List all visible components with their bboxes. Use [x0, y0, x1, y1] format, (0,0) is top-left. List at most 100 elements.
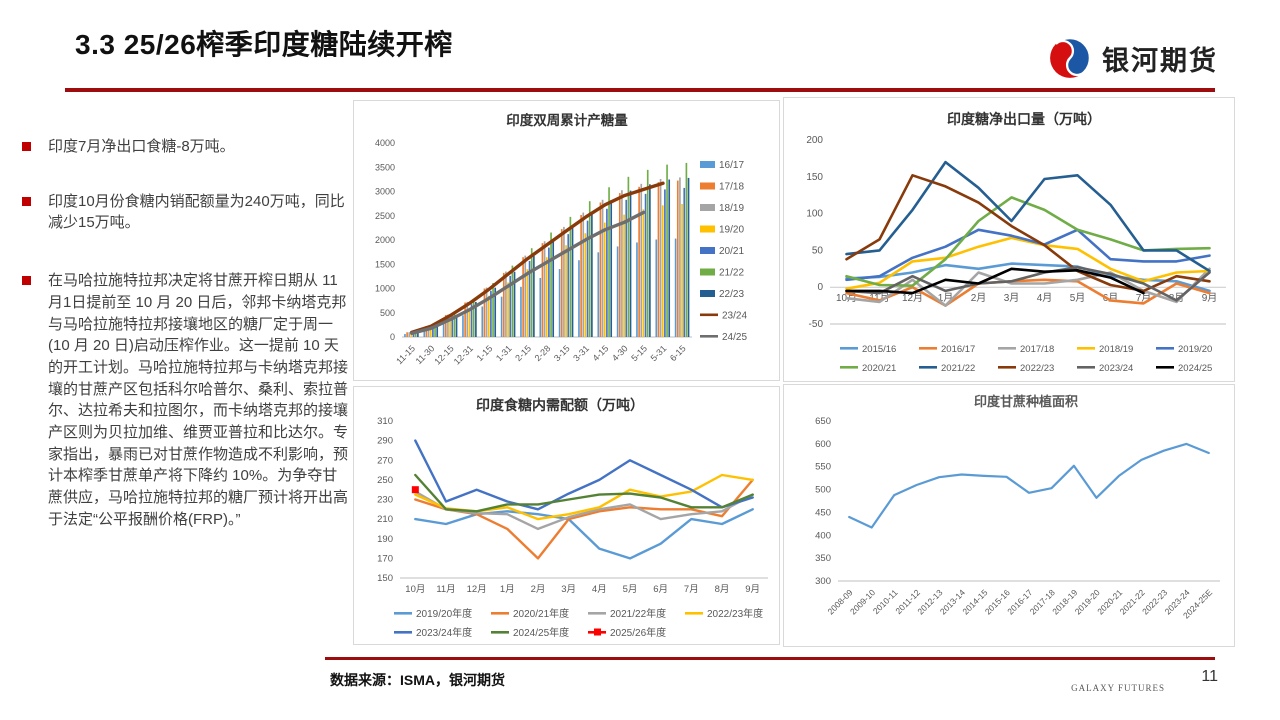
logo-text: 银河期货: [1102, 45, 1218, 76]
svg-text:550: 550: [815, 462, 831, 473]
svg-text:5-31: 5-31: [649, 343, 669, 363]
bullet-item: 印度7月净出口食糖-8万吨。: [20, 136, 348, 158]
bullet-item: 印度10月份食糖内销配额量为240万吨，同比减少15万吨。: [20, 191, 348, 234]
svg-text:12-15: 12-15: [432, 343, 455, 366]
svg-text:400: 400: [815, 530, 831, 541]
svg-text:7月: 7月: [684, 584, 699, 595]
svg-text:4月: 4月: [1037, 292, 1053, 304]
svg-text:19/20: 19/20: [719, 225, 744, 236]
svg-text:2018/19: 2018/19: [1099, 344, 1133, 355]
svg-text:190: 190: [377, 534, 393, 545]
svg-text:2-15: 2-15: [513, 343, 533, 363]
svg-text:印度糖净出口量（万吨）: 印度糖净出口量（万吨）: [947, 111, 1101, 127]
svg-text:1500: 1500: [375, 259, 395, 269]
svg-text:3-15: 3-15: [552, 343, 572, 363]
svg-text:16/17: 16/17: [719, 160, 744, 171]
svg-text:2000: 2000: [375, 235, 395, 245]
svg-text:2021/22: 2021/22: [941, 363, 975, 374]
svg-text:1-15: 1-15: [475, 343, 495, 363]
svg-text:21/22: 21/22: [719, 268, 744, 279]
svg-text:4月: 4月: [592, 584, 607, 595]
svg-text:4-30: 4-30: [610, 343, 630, 363]
svg-text:250: 250: [377, 475, 393, 486]
svg-text:9月: 9月: [1202, 292, 1218, 304]
svg-text:500: 500: [815, 485, 831, 496]
svg-text:11-15: 11-15: [394, 343, 417, 366]
svg-text:5月: 5月: [1070, 292, 1086, 304]
svg-text:22/23: 22/23: [719, 289, 744, 300]
svg-text:12-31: 12-31: [452, 343, 475, 366]
svg-text:2019/20年度: 2019/20年度: [416, 607, 472, 620]
svg-text:150: 150: [806, 172, 823, 183]
chart-net-export-volume: 印度糖净出口量（万吨） -50 0 50 100 150 200 10月 11月 12月 1月 2月 3…: [783, 97, 1235, 382]
svg-text:印度甘蔗种植面积: 印度甘蔗种植面积: [974, 394, 1078, 409]
svg-text:2021/22年度: 2021/22年度: [610, 607, 666, 620]
bullet-text: 印度10月份食糖内销配额量为240万吨，同比减少15万吨。: [48, 192, 345, 232]
svg-text:2月: 2月: [531, 584, 546, 595]
page-title: 3.3 25/26榨季印度糖陆续开榨: [75, 29, 453, 60]
svg-text:270: 270: [377, 455, 393, 466]
svg-text:印度双周累计产糖量: 印度双周累计产糖量: [506, 112, 628, 128]
footer-divider: [325, 657, 1215, 660]
bullet-marker-icon: [22, 142, 31, 151]
svg-text:18/19: 18/19: [719, 203, 744, 214]
svg-text:-50: -50: [809, 319, 824, 330]
svg-text:2020/21年度: 2020/21年度: [513, 607, 569, 620]
svg-text:1月: 1月: [500, 584, 515, 595]
svg-text:350: 350: [815, 553, 831, 564]
svg-text:20/21: 20/21: [719, 246, 744, 257]
svg-text:23/24: 23/24: [722, 311, 747, 322]
svg-text:2016/17: 2016/17: [941, 344, 975, 355]
svg-text:0: 0: [817, 282, 823, 293]
svg-text:2022/23年度: 2022/23年度: [707, 607, 763, 620]
svg-text:2019/20: 2019/20: [1178, 344, 1212, 355]
svg-text:3000: 3000: [375, 187, 395, 197]
svg-text:3500: 3500: [375, 162, 395, 172]
bullet-text: 在马哈拉施特拉邦决定将甘蔗开榨日期从 11月1日提前至 10 月 20 日后，邻…: [48, 272, 349, 528]
svg-text:290: 290: [377, 436, 393, 447]
bullet-marker-icon: [22, 196, 31, 206]
svg-text:4000: 4000: [375, 138, 395, 148]
svg-text:100: 100: [806, 209, 823, 220]
bullet-list: 印度7月净出口食糖-8万吨。 印度10月份食糖内销配额量为240万吨，同比减少1…: [20, 136, 348, 531]
svg-text:300: 300: [815, 576, 831, 587]
svg-text:11月: 11月: [436, 584, 455, 595]
svg-text:1-31: 1-31: [494, 343, 514, 363]
chart-biweekly-cumulative-production: 印度双周累计产糖量 0 500 1000 1500 2000 2500 3000 3500 400…: [353, 100, 780, 381]
svg-text:17/18: 17/18: [719, 182, 744, 193]
bullet-text: 印度7月净出口食糖-8万吨。: [48, 138, 235, 155]
header-divider: [65, 88, 1215, 92]
svg-text:600: 600: [815, 439, 831, 450]
svg-text:3月: 3月: [1004, 292, 1020, 304]
svg-text:8月: 8月: [715, 584, 730, 595]
svg-text:2023/24年度: 2023/24年度: [416, 626, 472, 639]
svg-text:2月: 2月: [971, 292, 987, 304]
svg-text:450: 450: [815, 507, 831, 518]
chart-domestic-demand-quota: 印度食糖内需配额（万吨） 150 170 190 210 230 250 270 290 310 1…: [353, 386, 780, 645]
svg-text:230: 230: [377, 495, 393, 506]
svg-text:2017/18: 2017/18: [1020, 344, 1054, 355]
bullet-item: 在马哈拉施特拉邦决定将甘蔗开榨日期从 11月1日提前至 10 月 20 日后，邻…: [20, 270, 348, 530]
svg-text:3月: 3月: [561, 584, 576, 595]
svg-text:210: 210: [377, 514, 393, 525]
data-source: 数据来源：ISMA，银河期货: [330, 672, 505, 688]
svg-text:650: 650: [815, 416, 831, 427]
svg-text:2500: 2500: [375, 211, 395, 221]
svg-text:5月: 5月: [623, 584, 638, 595]
svg-text:1000: 1000: [375, 284, 395, 294]
svg-text:2024/25年度: 2024/25年度: [513, 626, 569, 639]
svg-text:50: 50: [812, 245, 824, 256]
chart-sugarcane-planting-area: 印度甘蔗种植面积 300 350 400 450 500 550 600 650 2008-09 2…: [783, 384, 1235, 647]
svg-text:24/25: 24/25: [722, 332, 747, 343]
svg-text:6月: 6月: [653, 584, 668, 595]
svg-text:2020/21: 2020/21: [862, 363, 896, 374]
svg-text:2025/26年度: 2025/26年度: [610, 626, 666, 639]
svg-text:印度食糖内需配额（万吨）: 印度食糖内需配额（万吨）: [476, 397, 644, 413]
svg-text:310: 310: [377, 416, 393, 427]
page-number: 11: [1201, 668, 1218, 685]
logo: 银河期货: [1048, 36, 1218, 80]
footer-brand: GALAXY FUTURES: [1071, 683, 1165, 693]
svg-text:9月: 9月: [745, 584, 760, 595]
svg-text:2022/23: 2022/23: [1020, 363, 1054, 374]
